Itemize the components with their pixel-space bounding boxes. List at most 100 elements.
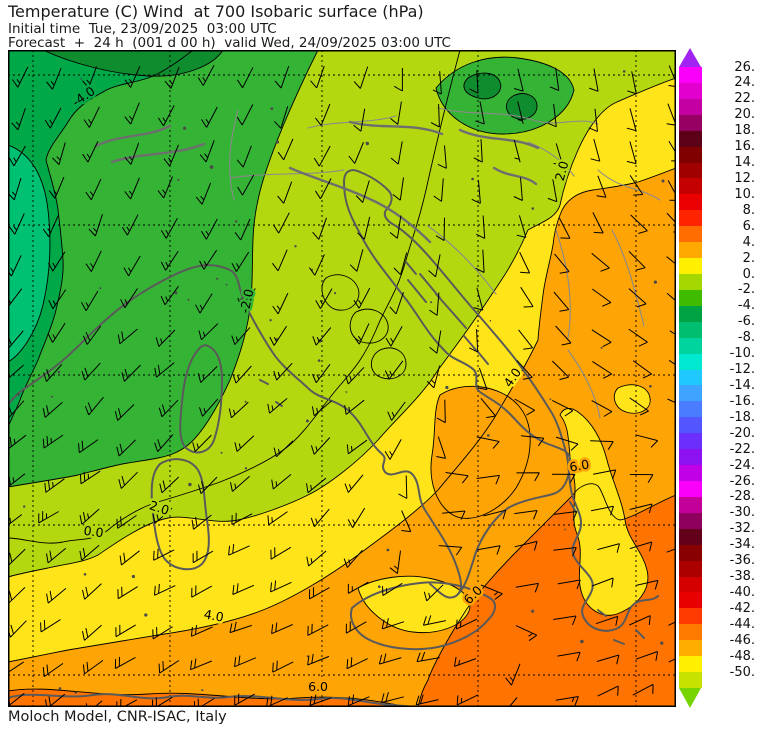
- colorbar-tick: -46.: [729, 632, 755, 648]
- wind-barb: [47, 322, 66, 343]
- terrain-dot: [345, 391, 348, 393]
- colorbar-tick: -6.: [737, 314, 755, 330]
- wind-barb: [152, 626, 173, 640]
- wind-barb: [349, 249, 364, 272]
- wind-barb: [456, 694, 479, 706]
- wind-barb: [155, 329, 176, 347]
- terrain-dot: [564, 528, 567, 531]
- wind-barb: [347, 507, 366, 528]
- contour-minus2: [7, 49, 319, 488]
- terrain-dot: [275, 140, 279, 144]
- wind-barb: [475, 215, 486, 239]
- wind-barb: [381, 618, 405, 630]
- wind-barb: [163, 144, 179, 167]
- colorbar-swatch: [679, 162, 702, 179]
- wind-barb: [596, 654, 620, 665]
- wind-barb: [82, 66, 97, 89]
- colorbar-swatch: [679, 417, 702, 434]
- colorbar-swatch: [679, 592, 702, 609]
- colorbar-tick: 12.: [734, 170, 755, 186]
- colorbar-tick: -28.: [729, 489, 755, 505]
- wind-barb: [274, 106, 289, 129]
- wind-barb: [348, 142, 364, 164]
- terrain-dots: [16, 67, 665, 694]
- wind-barb: [381, 692, 404, 704]
- model-credit: Moloch Model, CNR-ISAC, Italy: [8, 709, 227, 725]
- border-austria: [437, 107, 599, 125]
- wind-barb: [48, 176, 65, 199]
- wind-barb: [428, 254, 441, 278]
- colorbar-swatch: [679, 672, 702, 689]
- wind-barb: [160, 250, 179, 271]
- wind-barb: [628, 251, 646, 271]
- terrain-dot: [177, 178, 180, 181]
- wind-barb: [237, 288, 256, 308]
- colorbar-tick: -26.: [729, 473, 755, 489]
- wind-barb: [429, 330, 442, 354]
- colorbar-tick: -20.: [729, 425, 755, 441]
- wind-barb: [353, 287, 371, 309]
- wind-barb: [346, 439, 368, 455]
- wind-barb: [42, 434, 64, 449]
- wind-barb: [390, 141, 403, 165]
- wind-barb: [591, 400, 613, 417]
- colorbar-swatch: [679, 576, 702, 593]
- wind-barb: [273, 212, 290, 234]
- terrain-dot: [168, 67, 171, 69]
- wind-barb: [158, 660, 180, 674]
- colorbar-swatch: [679, 449, 702, 466]
- wind-barb: [551, 399, 574, 417]
- colorbar-tick: -32.: [729, 521, 755, 537]
- wind-barb: [274, 66, 290, 89]
- wind-barb: [393, 252, 408, 276]
- wind-barb: [78, 439, 99, 454]
- terrain-dot: [660, 641, 664, 645]
- colorbar-tick: 6.: [742, 218, 755, 234]
- wind-barb: [389, 550, 401, 574]
- wind-barb: [234, 693, 256, 706]
- wind-barb: [272, 292, 289, 315]
- wind-barb: [157, 105, 175, 127]
- terrain-dot: [270, 107, 274, 110]
- wind-barb: [629, 541, 653, 552]
- wind-barb: [353, 66, 369, 89]
- wind-barb: [236, 145, 252, 168]
- wind-barb: [306, 550, 327, 567]
- wind-barb: [310, 437, 331, 455]
- colorbar-swatch: [679, 656, 702, 673]
- wind-barb: [551, 360, 570, 381]
- terrain-dot: [622, 70, 626, 73]
- wind-barb: [191, 585, 213, 598]
- colorbar-swatch: [679, 67, 702, 84]
- colorbar-tick: -50.: [729, 664, 755, 680]
- wind-barb: [453, 656, 477, 667]
- colorbar-tick: 4.: [742, 234, 755, 250]
- wind-barb: [591, 252, 610, 272]
- wind-barb: [124, 102, 140, 125]
- wind-barb: [234, 435, 255, 452]
- colorbar-tick: 22.: [734, 91, 755, 107]
- colorbar-tick: 20.: [734, 107, 755, 123]
- wind-barb: [553, 143, 564, 166]
- ridge-apennines: [288, 166, 432, 244]
- wind-barb: [271, 474, 292, 490]
- wind-barb: [272, 249, 288, 272]
- initial-time-label: Initial time Tue, 23/09/2025 03:00 UTC: [8, 21, 277, 37]
- terrain-dot: [187, 298, 190, 301]
- terrain-dot: [365, 141, 369, 146]
- wind-barb: [589, 68, 599, 92]
- wind-barb: [44, 107, 62, 129]
- map-frame: [8, 50, 676, 707]
- wind-barb: [157, 176, 173, 199]
- wind-barb: [79, 544, 100, 561]
- colorbar-swatch: [679, 337, 702, 355]
- wind-barb: [124, 66, 141, 88]
- wind-barb: [345, 621, 367, 634]
- wind-barb: [473, 139, 483, 163]
- wind-barb: [426, 365, 441, 389]
- wind-barb: [390, 101, 402, 125]
- wind-barb: [513, 68, 524, 92]
- terrain-dot: [378, 585, 381, 588]
- terrain-dot: [216, 277, 219, 280]
